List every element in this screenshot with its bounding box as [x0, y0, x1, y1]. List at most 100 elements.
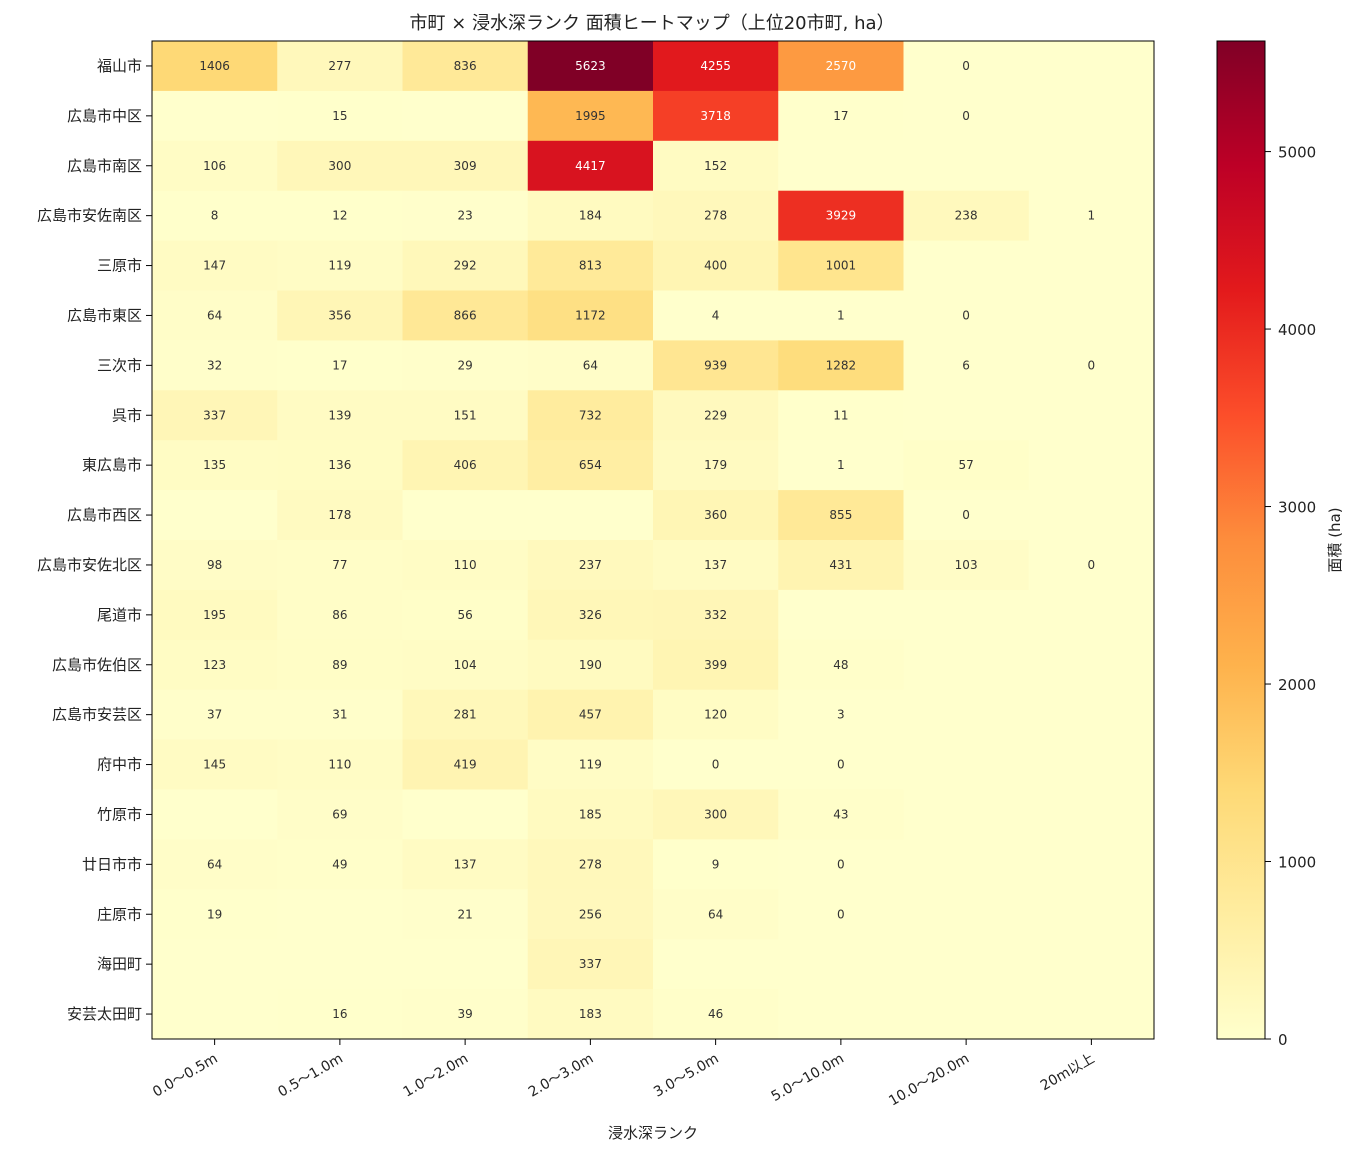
y-tick-label: 福山市	[97, 57, 142, 75]
cell-value-label: 3718	[700, 109, 731, 123]
heatmap-cell	[152, 190, 278, 242]
heatmap-cell	[653, 290, 779, 341]
heatmap-cell	[402, 739, 529, 790]
heatmap-cell	[277, 290, 403, 341]
cell-value-label: 185	[579, 807, 602, 821]
heatmap-cell	[778, 340, 904, 391]
cell-value-label: 110	[454, 558, 477, 572]
heatmap-cell	[778, 689, 904, 741]
x-tick-label: 0.5〜1.0m	[275, 1051, 346, 1101]
cell-value-label: 1001	[826, 259, 857, 273]
heatmap-cell	[1028, 939, 1155, 990]
colorbar-ticks: 0 1000 2000 3000 4000 5000	[1265, 144, 1316, 1049]
heatmap-cell	[402, 989, 529, 1040]
cell-value-label: 866	[454, 308, 477, 322]
cell-value-label: 0	[837, 907, 845, 921]
heatmap-cell	[402, 440, 529, 491]
heatmap-cell	[402, 140, 529, 192]
y-tick-label: 廿日市市	[82, 855, 142, 873]
heatmap-cell	[653, 689, 779, 741]
heatmap-cell	[402, 639, 529, 691]
cell-value-label: 104	[454, 658, 477, 672]
cell-value-label: 281	[454, 708, 477, 722]
heatmap-cell	[1028, 589, 1155, 641]
heatmap-cell	[152, 739, 278, 790]
heatmap-cell	[152, 639, 278, 691]
cell-value-label: 1	[1088, 209, 1096, 223]
heatmap-cell	[527, 689, 654, 741]
x-tick-label: 2.0〜3.0m	[526, 1051, 597, 1101]
heatmap-cell	[1028, 689, 1155, 741]
heatmap-cell	[778, 589, 904, 641]
cell-value-label: 19	[207, 907, 222, 921]
heatmap-cell	[778, 540, 904, 591]
cell-value-label: 32	[207, 358, 222, 372]
heatmap-cell	[402, 240, 529, 291]
heatmap-cell	[778, 490, 904, 541]
heatmap-cell	[152, 589, 278, 641]
heatmap-cell	[277, 390, 403, 441]
y-tick-label: 庄原市	[97, 905, 142, 923]
y-tick-label: 呉市	[112, 406, 142, 424]
y-tick-label: 広島市安佐南区	[37, 207, 142, 225]
heatmap-cell	[653, 939, 779, 990]
heatmap-cell	[653, 589, 779, 641]
heatmap-cell	[903, 789, 1030, 840]
heatmap-cell	[1028, 540, 1155, 591]
heatmap-cell	[277, 340, 403, 391]
cell-value-label: 136	[328, 458, 351, 472]
cell-value-label: 56	[457, 608, 472, 622]
heatmap-cell	[152, 140, 278, 192]
cell-value-label: 64	[207, 857, 222, 871]
heatmap-cell	[1028, 90, 1155, 142]
heatmap-cell	[778, 90, 904, 142]
heatmap-cell	[653, 540, 779, 591]
heatmap-cell	[527, 290, 654, 341]
heatmap-cell	[778, 789, 904, 840]
cell-value-label: 419	[454, 758, 477, 772]
heatmap-cell	[527, 240, 654, 291]
heatmap-cell	[778, 440, 904, 491]
cell-value-label: 337	[579, 957, 602, 971]
heatmap-cell	[778, 290, 904, 341]
cell-value-label: 48	[833, 658, 848, 672]
heatmap-cell	[1028, 490, 1155, 541]
heatmap-cell	[653, 839, 779, 890]
heatmap-cell	[277, 839, 403, 890]
heatmap-cell	[653, 140, 779, 192]
colorbar-tick-label: 5000	[1278, 144, 1316, 162]
y-tick-label: 府中市	[97, 756, 142, 774]
cell-value-label: 238	[955, 209, 978, 223]
heatmap-cell	[778, 889, 904, 940]
colorbar-tick-label: 1000	[1278, 854, 1316, 872]
heatmap-cell	[903, 440, 1030, 491]
cell-value-label: 17	[833, 109, 848, 123]
cell-value-label: 15	[332, 109, 347, 123]
cell-value-label: 123	[203, 658, 226, 672]
cell-value-label: 2570	[826, 59, 857, 73]
heatmap-cell	[903, 140, 1030, 192]
cell-value-label: 183	[579, 1007, 602, 1021]
heatmap-cell	[527, 989, 654, 1040]
cell-value-label: 139	[328, 408, 351, 422]
cell-value-label: 300	[704, 807, 727, 821]
cell-value-label: 119	[579, 758, 602, 772]
heatmap-cell	[152, 789, 278, 840]
cell-value-label: 37	[207, 708, 222, 722]
cell-value-label: 337	[203, 408, 226, 422]
heatmap-cell	[277, 41, 403, 92]
heatmap-cell	[277, 540, 403, 591]
heatmap-cell	[152, 340, 278, 391]
heatmap-cell	[152, 41, 278, 92]
cell-value-label: 300	[328, 159, 351, 173]
cell-value-label: 836	[454, 59, 477, 73]
y-tick-label: 広島市南区	[67, 157, 142, 175]
cell-value-label: 137	[704, 558, 727, 572]
cell-value-label: 332	[704, 608, 727, 622]
colorbar-label: 面積 (ha)	[1326, 507, 1344, 572]
cell-value-label: 0	[712, 758, 720, 772]
heatmap-cell	[402, 789, 529, 840]
heatmap-cell	[653, 889, 779, 940]
heatmap-cell	[277, 639, 403, 691]
cell-value-label: 229	[704, 408, 727, 422]
